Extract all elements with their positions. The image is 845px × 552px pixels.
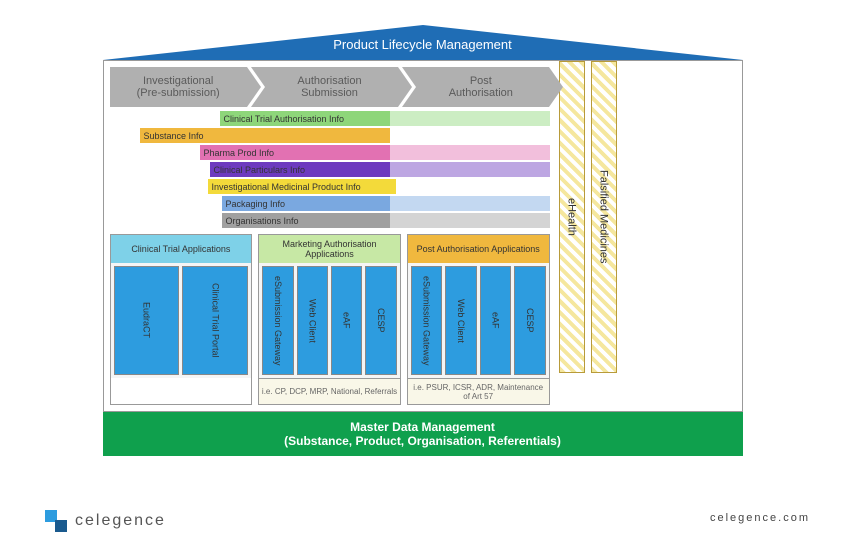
footer-line1: Master Data Management xyxy=(111,420,735,434)
info-bar-label: Investigational Medicinal Product Info xyxy=(208,179,396,194)
app-item: eSubmission Gateway xyxy=(262,266,293,375)
app-item: Web Client xyxy=(445,266,476,375)
roof-title: Product Lifecycle Management xyxy=(103,37,743,52)
info-bars: Clinical Trial Authorisation Info Substan… xyxy=(110,111,736,228)
app-group-body: eSubmission GatewayWeb ClienteAFCESP xyxy=(259,263,400,378)
phase-arrow: PostAuthorisation xyxy=(402,67,549,107)
info-bar-label: Clinical Particulars Info xyxy=(210,162,390,177)
footer-line2: (Substance, Product, Organisation, Refer… xyxy=(111,434,735,448)
app-group-footer: i.e. CP, DCP, MRP, National, Referrals xyxy=(259,378,400,404)
brand-logo: celegence xyxy=(45,510,166,532)
info-bar-label: Organisations Info xyxy=(222,213,390,228)
pillar: Falsified Medicines xyxy=(591,61,617,373)
phase-arrow: Investigational(Pre-submission) xyxy=(110,67,247,107)
application-groups: Clinical Trial ApplicationsEudraCTClinic… xyxy=(110,234,550,405)
info-bar-extension xyxy=(390,145,550,160)
app-group-body: eSubmission GatewayWeb ClienteAFCESP xyxy=(408,263,549,378)
info-bar-label: Pharma Prod Info xyxy=(200,145,390,160)
app-item: eAF xyxy=(480,266,511,375)
info-bar-extension xyxy=(390,213,550,228)
info-bar-row: Organisations Info xyxy=(110,213,736,228)
app-group-footer: i.e. PSUR, ICSR, ADR, Maintenance of Art… xyxy=(408,378,549,404)
info-bar-label: Substance Info xyxy=(140,128,390,143)
info-bar-label: Clinical Trial Authorisation Info xyxy=(220,111,390,126)
app-item: eAF xyxy=(331,266,362,375)
info-bar-extension xyxy=(390,162,550,177)
info-bar-extension xyxy=(390,196,550,211)
app-group: Marketing Authorisation ApplicationseSub… xyxy=(258,234,401,405)
info-bar-row: Clinical Trial Authorisation Info xyxy=(110,111,736,126)
app-item: Clinical Trial Portal xyxy=(182,266,248,375)
info-bar-row: Clinical Particulars Info xyxy=(110,162,736,177)
brand-url: celegence.com xyxy=(710,512,810,524)
info-bar-row: Pharma Prod Info xyxy=(110,145,736,160)
info-bar-row: Packaging Info xyxy=(110,196,736,211)
app-item: EudraCT xyxy=(114,266,180,375)
app-group-body: EudraCTClinical Trial Portal xyxy=(111,263,252,378)
app-item: CESP xyxy=(514,266,545,375)
app-item: Web Client xyxy=(297,266,328,375)
app-group-header: Clinical Trial Applications xyxy=(111,235,252,263)
info-bar-row: Investigational Medicinal Product Info xyxy=(110,179,736,194)
brand-name: celegence xyxy=(75,512,166,530)
app-group-header: Post Authorisation Applications xyxy=(408,235,549,263)
info-bar-row: Substance Info xyxy=(110,128,736,143)
pillar: eHealth xyxy=(559,61,585,373)
app-group-header: Marketing Authorisation Applications xyxy=(259,235,400,263)
app-item: CESP xyxy=(365,266,396,375)
phase-arrow: AuthorisationSubmission xyxy=(251,67,398,107)
app-item: eSubmission Gateway xyxy=(411,266,442,375)
info-bar-label: Packaging Info xyxy=(222,196,390,211)
logo-icon xyxy=(45,510,67,532)
main-body: Investigational(Pre-submission)Authorisa… xyxy=(103,60,743,412)
app-group: Clinical Trial ApplicationsEudraCTClinic… xyxy=(110,234,253,405)
app-group: Post Authorisation ApplicationseSubmissi… xyxy=(407,234,550,405)
phase-arrows: Investigational(Pre-submission)Authorisa… xyxy=(110,67,550,107)
master-data-footer: Master Data Management (Substance, Produ… xyxy=(103,412,743,456)
info-bar-extension xyxy=(390,111,550,126)
